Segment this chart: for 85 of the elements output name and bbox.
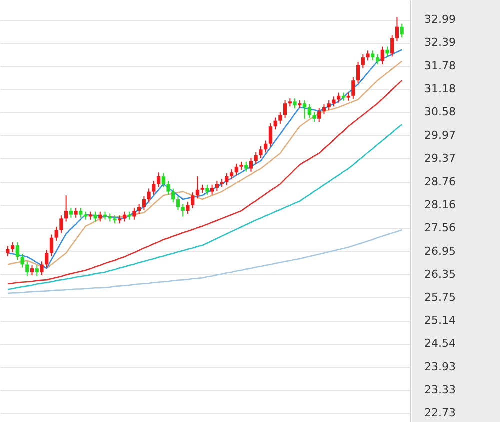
candlestick <box>376 54 380 65</box>
y-tick-label: 23.93 <box>424 360 456 374</box>
candlestick <box>371 50 375 62</box>
candlestick <box>147 188 151 204</box>
candlestick <box>74 207 78 218</box>
candlestick <box>244 161 248 172</box>
candlestick <box>322 104 326 115</box>
y-tick-label: 25.75 <box>424 290 456 304</box>
candlestick <box>54 226 58 242</box>
candlestick <box>225 172 229 186</box>
line-series <box>7 80 403 285</box>
candlestick <box>196 176 200 200</box>
y-tick-label: 31.78 <box>424 59 456 72</box>
candlestick <box>206 184 210 196</box>
y-tick-label: 27.56 <box>424 221 456 234</box>
y-tick-label: 23.33 <box>424 384 456 397</box>
candlestick <box>40 261 44 276</box>
candlestick <box>254 152 258 165</box>
candlestick <box>210 184 214 196</box>
candlestick <box>10 242 15 253</box>
candlestick <box>191 192 195 209</box>
candlestick <box>278 112 282 124</box>
candlestick <box>79 207 83 218</box>
candlestick <box>395 16 400 42</box>
candlestick <box>390 34 394 58</box>
candlestick <box>30 264 34 276</box>
candlestick <box>152 180 156 196</box>
candlestick <box>302 100 307 120</box>
candlestick <box>249 158 254 172</box>
candlestick <box>234 163 238 176</box>
candlestick <box>166 180 170 196</box>
y-tick-label: 29.97 <box>424 128 456 142</box>
candlestick <box>312 112 316 122</box>
candlestick <box>181 204 185 218</box>
candlestick <box>386 46 390 58</box>
y-tick-label: 25.14 <box>424 314 456 328</box>
candlestick <box>230 169 234 180</box>
candlestick <box>69 207 73 218</box>
candlestick <box>308 104 312 119</box>
y-tick-label: 22.73 <box>424 406 456 420</box>
y-tick-label: 26.35 <box>424 268 456 281</box>
y-tick-label: 32.99 <box>424 13 456 26</box>
candlestick <box>215 180 219 192</box>
candlestick <box>26 261 30 277</box>
candlestick <box>361 54 365 69</box>
candlestick <box>283 100 288 119</box>
y-tick-label: 28.76 <box>424 175 456 188</box>
y-tick-label: 30.58 <box>424 106 456 119</box>
candlestick <box>259 146 263 159</box>
y-tick-label: 29.37 <box>424 152 456 165</box>
candlestick <box>274 117 278 130</box>
candlestick <box>50 234 54 257</box>
candlestick <box>138 204 142 215</box>
y-tick-label: 24.54 <box>424 337 456 350</box>
candlestick <box>156 172 161 188</box>
candlestick <box>60 215 64 234</box>
candlestick <box>35 264 39 277</box>
candlestick <box>318 108 322 122</box>
candlestick <box>176 196 180 211</box>
candlestick <box>186 202 190 215</box>
y-tick-label: 26.95 <box>424 244 456 258</box>
candlestick <box>94 211 98 222</box>
y-tick-label: 31.18 <box>424 82 456 96</box>
candlestick <box>366 50 370 62</box>
candlestick <box>332 96 336 108</box>
candlestick <box>132 207 136 220</box>
candlestick <box>327 100 331 111</box>
candlestick <box>45 250 49 268</box>
line-series <box>7 230 403 294</box>
candlestick <box>264 140 268 154</box>
candlestick <box>142 196 146 211</box>
candlestick <box>400 23 404 38</box>
candlestick <box>16 242 20 261</box>
y-tick-label: 32.39 <box>424 36 456 50</box>
candlestick <box>64 195 68 222</box>
candlestick <box>20 253 24 268</box>
y-tick-label: 28.16 <box>424 198 456 212</box>
candlestick <box>293 98 297 110</box>
candlestick <box>356 62 360 84</box>
candlestick <box>172 188 176 204</box>
candlestick <box>352 76 356 100</box>
line-series <box>7 124 403 290</box>
candlestick <box>380 46 384 65</box>
candlestick <box>268 123 272 148</box>
candlestick <box>162 172 166 188</box>
